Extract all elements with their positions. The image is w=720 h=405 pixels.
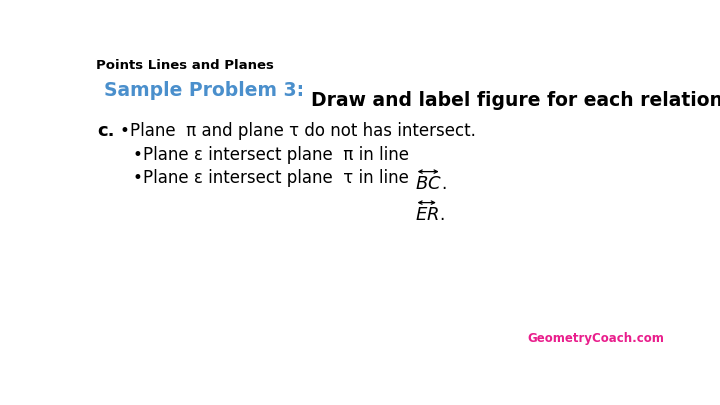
Text: Plane ε intersect plane  τ in line: Plane ε intersect plane τ in line (143, 169, 415, 188)
Text: •: • (132, 146, 143, 164)
Text: GeometryCoach.com: GeometryCoach.com (528, 332, 665, 345)
Text: $\mathbf{\mathit{ER}}$: $\mathbf{\mathit{ER}}$ (415, 206, 438, 224)
Text: •: • (132, 169, 143, 188)
Text: Sample Problem 3:: Sample Problem 3: (104, 81, 310, 100)
Text: •: • (120, 122, 130, 140)
Text: .: . (441, 175, 447, 193)
Text: Points Lines and Planes: Points Lines and Planes (96, 60, 274, 72)
Text: $\mathbf{\mathit{BC}}$: $\mathbf{\mathit{BC}}$ (415, 175, 441, 193)
Text: Plane  π and plane τ do not has intersect.: Plane π and plane τ do not has intersect… (130, 122, 476, 140)
Text: c.: c. (98, 122, 115, 140)
Text: .: . (438, 206, 444, 224)
Text: Draw and label figure for each relationship.: Draw and label figure for each relations… (310, 91, 720, 110)
Text: Plane ε intersect plane  π in line: Plane ε intersect plane π in line (143, 146, 415, 164)
